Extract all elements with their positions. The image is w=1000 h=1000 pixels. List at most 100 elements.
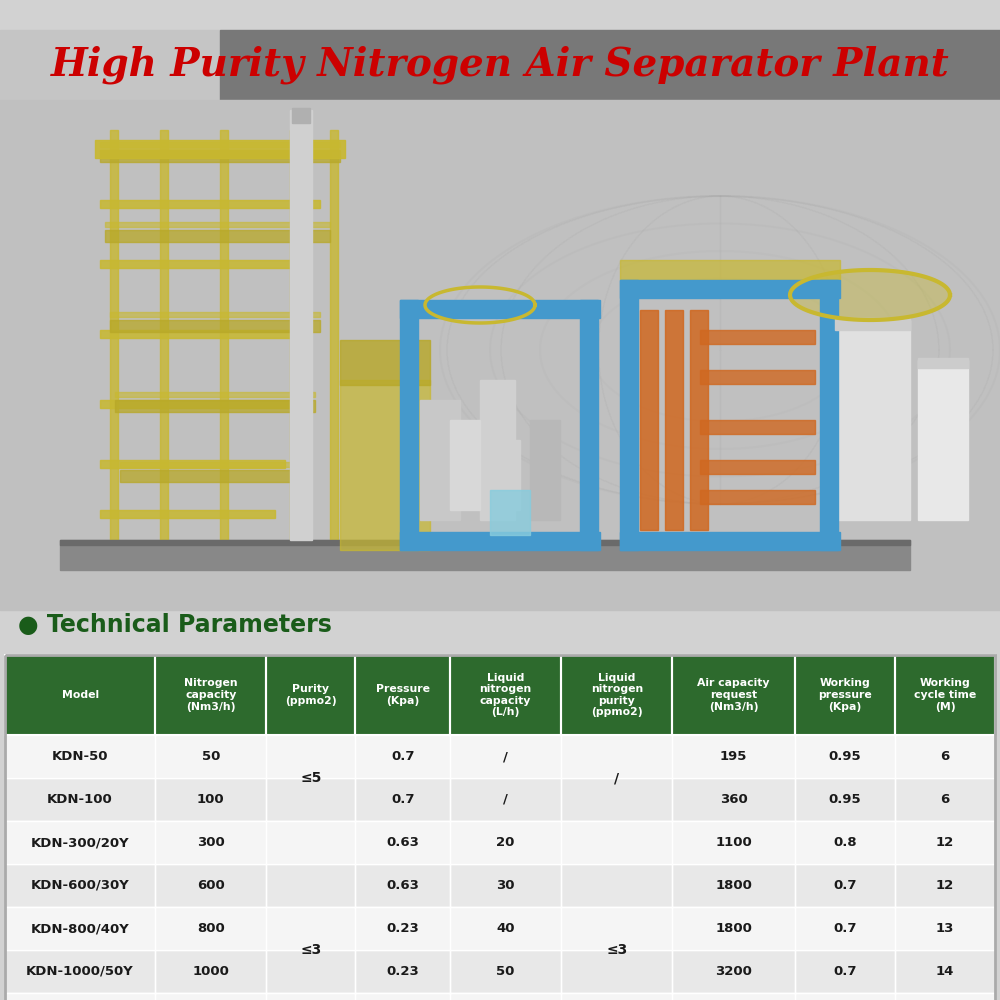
Bar	[266, 821, 355, 864]
Bar	[5, 735, 155, 778]
Bar	[672, 950, 795, 993]
Bar	[5, 907, 155, 950]
Bar	[115, 400, 315, 412]
Text: Liquid
nitrogen
capacity
(L/h): Liquid nitrogen capacity (L/h)	[479, 673, 532, 717]
Bar	[60, 540, 910, 570]
Bar	[60, 540, 910, 545]
Bar	[160, 130, 168, 540]
Bar	[355, 950, 450, 993]
Bar	[420, 400, 460, 520]
Bar	[155, 821, 266, 864]
Bar	[105, 230, 330, 242]
Bar	[672, 907, 795, 950]
Bar	[0, 100, 1000, 610]
Bar	[895, 950, 995, 993]
Bar	[355, 907, 450, 950]
Bar	[795, 655, 895, 735]
Bar	[672, 655, 795, 735]
Bar	[100, 510, 275, 518]
Text: 1800: 1800	[715, 922, 752, 935]
Bar	[155, 907, 266, 950]
Bar	[795, 655, 895, 735]
Bar	[100, 460, 285, 468]
Bar	[561, 655, 672, 735]
Bar	[895, 655, 995, 735]
Bar	[700, 420, 815, 434]
Bar	[561, 821, 672, 864]
Bar	[355, 821, 450, 864]
Bar	[100, 150, 330, 158]
Bar	[918, 358, 968, 368]
Bar	[400, 300, 600, 318]
Bar	[795, 993, 895, 1000]
Bar	[100, 150, 340, 162]
Bar	[155, 993, 266, 1000]
Bar	[266, 950, 355, 993]
Bar	[895, 907, 995, 950]
Bar	[895, 778, 995, 821]
Bar	[700, 460, 815, 474]
Bar	[290, 130, 298, 540]
Bar	[155, 993, 266, 1000]
Text: ≤3: ≤3	[606, 943, 627, 957]
Text: Pressure
(Kpa): Pressure (Kpa)	[376, 684, 430, 706]
Bar	[895, 778, 995, 821]
Bar	[561, 655, 672, 735]
Bar	[490, 490, 530, 535]
Text: /: /	[503, 750, 508, 763]
Bar	[672, 821, 795, 864]
Text: 3200: 3200	[715, 965, 752, 978]
Bar	[561, 907, 672, 950]
Bar	[450, 821, 561, 864]
Text: ● Technical Parameters: ● Technical Parameters	[18, 613, 332, 637]
Bar	[795, 907, 895, 950]
Bar	[100, 330, 300, 338]
Text: ≤3: ≤3	[300, 943, 322, 957]
Text: 300: 300	[197, 836, 225, 849]
Bar	[355, 735, 450, 778]
Bar	[795, 735, 895, 778]
Bar	[450, 735, 561, 778]
Bar	[672, 655, 795, 735]
Bar	[110, 320, 320, 332]
Bar	[100, 142, 340, 147]
Text: 40: 40	[496, 922, 515, 935]
Bar	[266, 735, 355, 778]
Text: 195: 195	[720, 750, 747, 763]
Bar	[561, 778, 672, 821]
Text: 6: 6	[940, 793, 950, 806]
Bar	[795, 864, 895, 907]
Bar	[110, 130, 118, 540]
Bar	[450, 778, 561, 821]
Bar	[795, 735, 895, 778]
Bar	[330, 130, 338, 540]
Text: 100: 100	[197, 793, 225, 806]
Text: 14: 14	[936, 965, 954, 978]
Bar	[355, 821, 450, 864]
Bar	[5, 655, 995, 1000]
Text: KDN-300/20Y: KDN-300/20Y	[31, 836, 129, 849]
Bar	[5, 821, 155, 864]
Bar	[835, 318, 910, 330]
Bar	[895, 655, 995, 735]
Bar	[561, 735, 672, 778]
Bar	[620, 260, 840, 280]
Text: /: /	[614, 771, 619, 785]
Bar	[266, 907, 355, 950]
Text: 1800: 1800	[715, 879, 752, 892]
Bar	[400, 532, 600, 550]
Bar	[895, 864, 995, 907]
Text: KDN-800/40Y: KDN-800/40Y	[31, 922, 129, 935]
Bar	[835, 320, 910, 520]
Text: 0.7: 0.7	[391, 793, 414, 806]
Bar	[672, 778, 795, 821]
Bar	[400, 300, 418, 550]
Bar	[155, 864, 266, 907]
Bar	[5, 778, 155, 821]
Bar	[355, 907, 450, 950]
Bar	[561, 735, 672, 778]
Bar	[266, 864, 355, 907]
Text: 0.63: 0.63	[386, 836, 419, 849]
Bar	[120, 462, 310, 467]
Bar	[155, 950, 266, 993]
